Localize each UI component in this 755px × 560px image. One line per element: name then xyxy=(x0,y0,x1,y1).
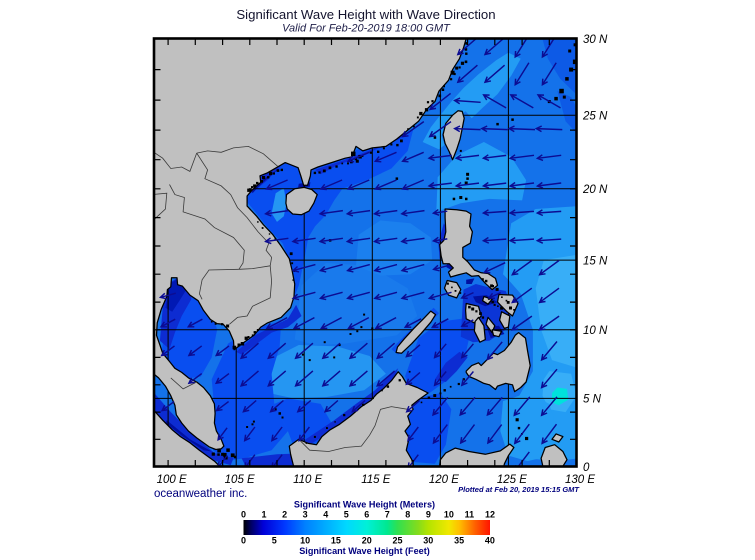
svg-text:25 N: 25 N xyxy=(582,111,608,123)
svg-text:Significant Wave Height with W: Significant Wave Height with Wave Direct… xyxy=(236,7,495,22)
svg-text:Significant Wave Height (Meter: Significant Wave Height (Meters) xyxy=(294,500,435,510)
svg-text:0: 0 xyxy=(241,510,246,520)
svg-text:11: 11 xyxy=(465,510,475,520)
svg-text:3: 3 xyxy=(303,510,308,520)
svg-text:0: 0 xyxy=(583,462,590,474)
svg-text:105 E: 105 E xyxy=(225,474,255,486)
svg-text:Plotted at Feb 20, 2019 15:15: Plotted at Feb 20, 2019 15:15 GMT xyxy=(458,485,580,494)
svg-text:10 N: 10 N xyxy=(583,325,608,337)
svg-text:Valid For Feb-20-2019 18:00 GM: Valid For Feb-20-2019 18:00 GMT xyxy=(282,23,451,35)
svg-text:5: 5 xyxy=(344,510,349,520)
svg-text:4: 4 xyxy=(323,510,328,520)
svg-text:10: 10 xyxy=(444,510,454,520)
svg-text:0: 0 xyxy=(241,536,246,546)
svg-text:5: 5 xyxy=(272,536,277,546)
svg-text:20 N: 20 N xyxy=(582,184,608,196)
svg-text:120 E: 120 E xyxy=(429,474,459,486)
svg-text:7: 7 xyxy=(385,510,390,520)
svg-text:1: 1 xyxy=(261,510,266,520)
svg-text:9: 9 xyxy=(426,510,431,520)
svg-text:35: 35 xyxy=(454,536,464,546)
svg-text:Significant Wave Height (Feet): Significant Wave Height (Feet) xyxy=(299,546,430,556)
svg-text:oceanweather inc.: oceanweather inc. xyxy=(154,488,247,500)
svg-text:115 E: 115 E xyxy=(361,474,391,486)
svg-text:25: 25 xyxy=(392,536,402,546)
svg-text:30 N: 30 N xyxy=(583,34,608,46)
svg-text:110 E: 110 E xyxy=(293,474,323,486)
svg-text:15 N: 15 N xyxy=(583,255,608,267)
svg-text:100 E: 100 E xyxy=(157,474,187,486)
svg-text:5 N: 5 N xyxy=(583,394,602,406)
svg-text:20: 20 xyxy=(362,536,372,546)
svg-text:8: 8 xyxy=(405,510,410,520)
svg-text:40: 40 xyxy=(485,536,495,546)
svg-text:130 E: 130 E xyxy=(565,474,595,486)
svg-text:125 E: 125 E xyxy=(497,474,527,486)
svg-text:12: 12 xyxy=(485,510,495,520)
svg-text:6: 6 xyxy=(364,510,369,520)
svg-text:30: 30 xyxy=(423,536,433,546)
svg-text:10: 10 xyxy=(300,536,310,546)
svg-text:2: 2 xyxy=(282,510,287,520)
svg-text:15: 15 xyxy=(331,536,341,546)
